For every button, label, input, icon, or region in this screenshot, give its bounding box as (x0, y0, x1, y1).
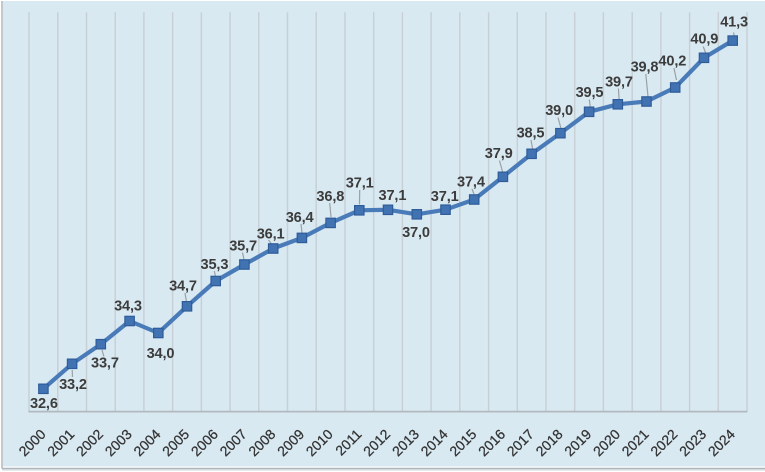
svg-text:40,2: 40,2 (658, 53, 686, 69)
svg-text:33,7: 33,7 (91, 355, 119, 371)
svg-text:38,5: 38,5 (517, 125, 545, 141)
svg-text:37,1: 37,1 (378, 188, 406, 204)
svg-text:36,8: 36,8 (316, 189, 344, 205)
svg-text:35,7: 35,7 (229, 239, 257, 255)
svg-text:34,7: 34,7 (169, 278, 197, 294)
svg-text:41,3: 41,3 (720, 14, 748, 30)
svg-text:35,3: 35,3 (200, 257, 228, 273)
svg-text:37,4: 37,4 (457, 175, 486, 191)
svg-text:32,6: 32,6 (30, 396, 58, 412)
svg-text:36,1: 36,1 (257, 226, 285, 242)
svg-text:33,2: 33,2 (59, 377, 87, 393)
svg-text:40,9: 40,9 (690, 31, 718, 47)
svg-text:39,7: 39,7 (605, 74, 633, 90)
svg-text:37,0: 37,0 (402, 225, 430, 241)
svg-text:37,1: 37,1 (346, 175, 374, 191)
svg-text:34,0: 34,0 (147, 346, 175, 362)
svg-text:37,9: 37,9 (485, 146, 513, 162)
svg-text:37,1: 37,1 (431, 189, 459, 205)
svg-text:39,8: 39,8 (631, 60, 659, 76)
svg-text:34,3: 34,3 (114, 299, 142, 315)
svg-text:36,4: 36,4 (286, 210, 315, 226)
svg-text:39,0: 39,0 (545, 103, 573, 119)
svg-text:39,5: 39,5 (576, 85, 604, 101)
